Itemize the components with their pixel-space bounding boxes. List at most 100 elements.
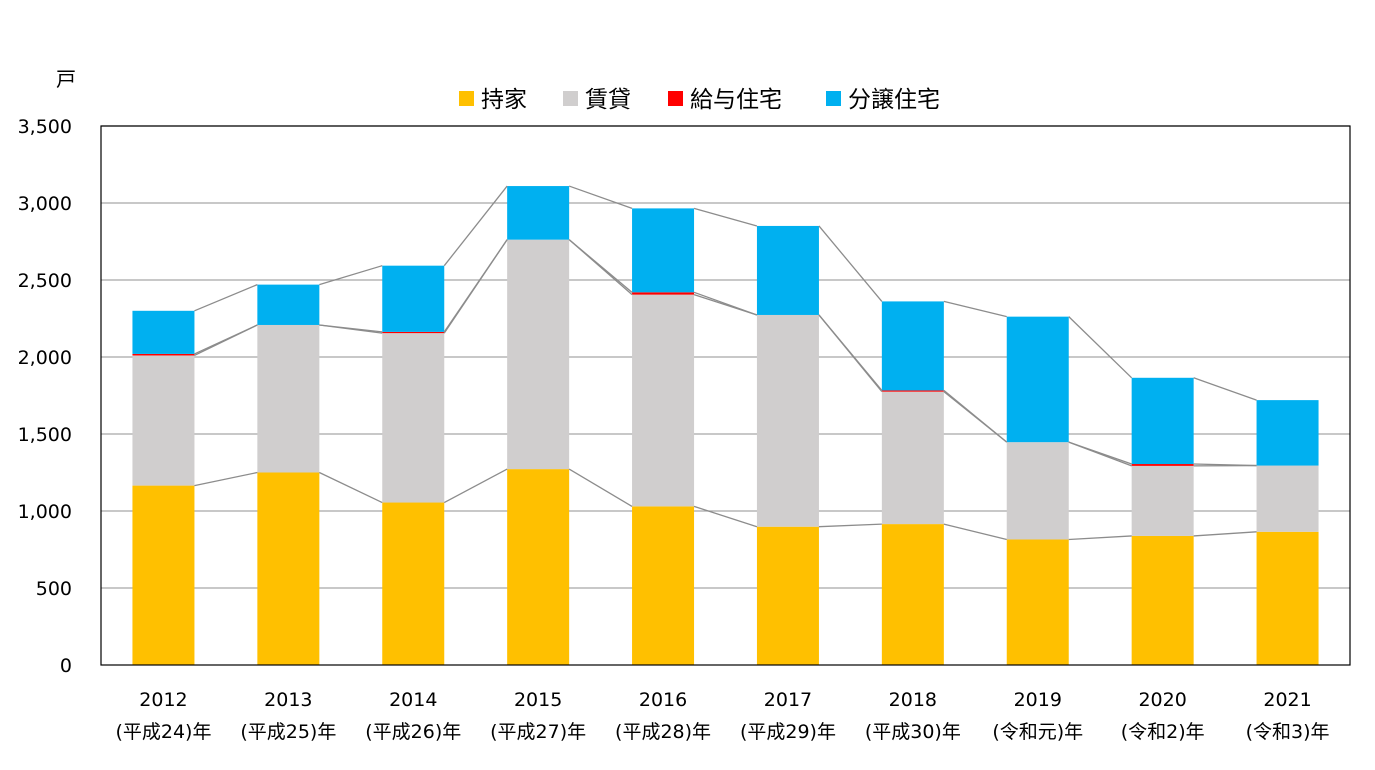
series-line <box>194 324 258 355</box>
legend: 持家 賃貸 給与住宅 分譲住宅 <box>459 87 940 113</box>
x-tick-label-era: (平成25)年 <box>240 721 336 743</box>
bar-segment <box>1006 316 1069 443</box>
bar-segment <box>756 225 819 315</box>
bar-segment <box>1256 400 1319 466</box>
axes: 0 500 1,000 1,500 2,000 2,500 3,000 3,500 2012 (平… <box>18 116 1351 743</box>
legend-label: 賃貸 <box>585 87 631 113</box>
x-tick-label-year: 2021 <box>1263 689 1311 711</box>
bar-segment <box>382 331 445 334</box>
series-line <box>1193 377 1257 401</box>
y-tick-label: 2,000 <box>18 347 72 369</box>
series-line <box>568 185 633 210</box>
bar-segment <box>881 301 944 391</box>
bar-segment <box>632 506 695 665</box>
x-tick-label-era: (平成29)年 <box>740 721 836 743</box>
bar-segment <box>632 294 695 507</box>
series-line <box>818 314 883 391</box>
series-line <box>443 185 508 267</box>
bar-segment <box>257 284 320 325</box>
series-line <box>568 239 633 293</box>
series-line <box>194 284 258 312</box>
series-line <box>943 300 1007 318</box>
series-line <box>443 239 508 333</box>
series-line <box>1193 463 1257 467</box>
bar-segment <box>1256 465 1319 532</box>
x-tick-label-era: (平成27)年 <box>490 721 586 743</box>
bar-segment <box>507 469 570 665</box>
series-line <box>943 389 1008 443</box>
x-tick-label-year: 2018 <box>889 689 937 711</box>
series-line <box>319 324 383 333</box>
series-line <box>443 468 508 504</box>
bar-segment <box>1131 464 1194 466</box>
x-tick-label-era: (平成26)年 <box>365 721 461 743</box>
bar-segment <box>756 314 819 527</box>
y-tick-label: 0 <box>60 655 72 677</box>
series-line <box>818 225 883 302</box>
x-tick-label-year: 2017 <box>764 689 812 711</box>
bar-segment <box>632 208 695 293</box>
bar-segment <box>881 391 944 525</box>
x-tick-label-year: 2020 <box>1138 689 1186 711</box>
bar-segment <box>632 292 695 295</box>
x-tick-label-era: (平成24)年 <box>115 721 211 743</box>
legend-swatch <box>668 91 683 106</box>
legend-label: 持家 <box>481 87 527 113</box>
x-tick-label-year: 2015 <box>514 689 562 711</box>
x-tick-label-era: (平成30)年 <box>865 721 961 743</box>
series-line <box>1193 531 1257 537</box>
bar-segment <box>382 265 445 332</box>
x-tick-label-year: 2019 <box>1014 689 1062 711</box>
bar-segment <box>1131 535 1194 665</box>
y-tick-label: 2,500 <box>18 270 72 292</box>
bar-segment <box>507 186 570 240</box>
series-line <box>194 471 258 487</box>
bar-segment <box>257 324 320 473</box>
x-tick-label-era: (令和元)年 <box>992 721 1083 743</box>
bar-segment <box>1256 531 1319 665</box>
x-tick-label-era: (令和2)年 <box>1121 721 1205 743</box>
bar-segment <box>132 485 195 665</box>
x-tick-label-year: 2013 <box>264 689 312 711</box>
series-line <box>319 265 383 286</box>
bar-segment <box>1006 539 1069 665</box>
y-tick-label: 3,500 <box>18 116 72 138</box>
y-tick-label: 1,000 <box>18 501 72 523</box>
y-tick-label: 500 <box>36 578 72 600</box>
series-line <box>1068 441 1132 465</box>
series-line <box>693 505 758 528</box>
legend-label: 給与住宅 <box>690 87 782 113</box>
y-axis-unit-label: 戸 <box>56 67 76 91</box>
bar-segment <box>1131 377 1194 465</box>
x-tick-label-year: 2016 <box>639 689 687 711</box>
bar-segment <box>257 472 320 665</box>
legend-swatch <box>826 91 841 106</box>
bar-segment <box>382 502 445 665</box>
bar-segment <box>1006 442 1069 540</box>
x-tick-label-year: 2012 <box>139 689 187 711</box>
series-line <box>818 523 882 528</box>
series-line <box>319 471 383 504</box>
legend-swatch <box>459 91 474 106</box>
series-line <box>1068 316 1133 379</box>
series-lines <box>194 185 1257 541</box>
bar-segment <box>756 526 819 665</box>
bar-segment <box>881 390 944 392</box>
bar-segment <box>1131 465 1194 536</box>
series-line <box>943 523 1007 541</box>
legend-swatch <box>563 91 578 106</box>
series-line <box>693 207 758 227</box>
x-tick-label-year: 2014 <box>389 689 437 711</box>
bar-segment <box>132 310 195 354</box>
bar-segment <box>382 333 445 503</box>
y-tick-label: 1,500 <box>18 424 72 446</box>
y-tick-label: 3,000 <box>18 193 72 215</box>
series-line <box>693 291 758 316</box>
x-tick-label-era: (令和3)年 <box>1246 721 1330 743</box>
bars <box>132 186 1319 665</box>
bar-segment <box>132 353 195 356</box>
bar-segment <box>881 524 944 665</box>
bar-segment <box>507 239 570 470</box>
